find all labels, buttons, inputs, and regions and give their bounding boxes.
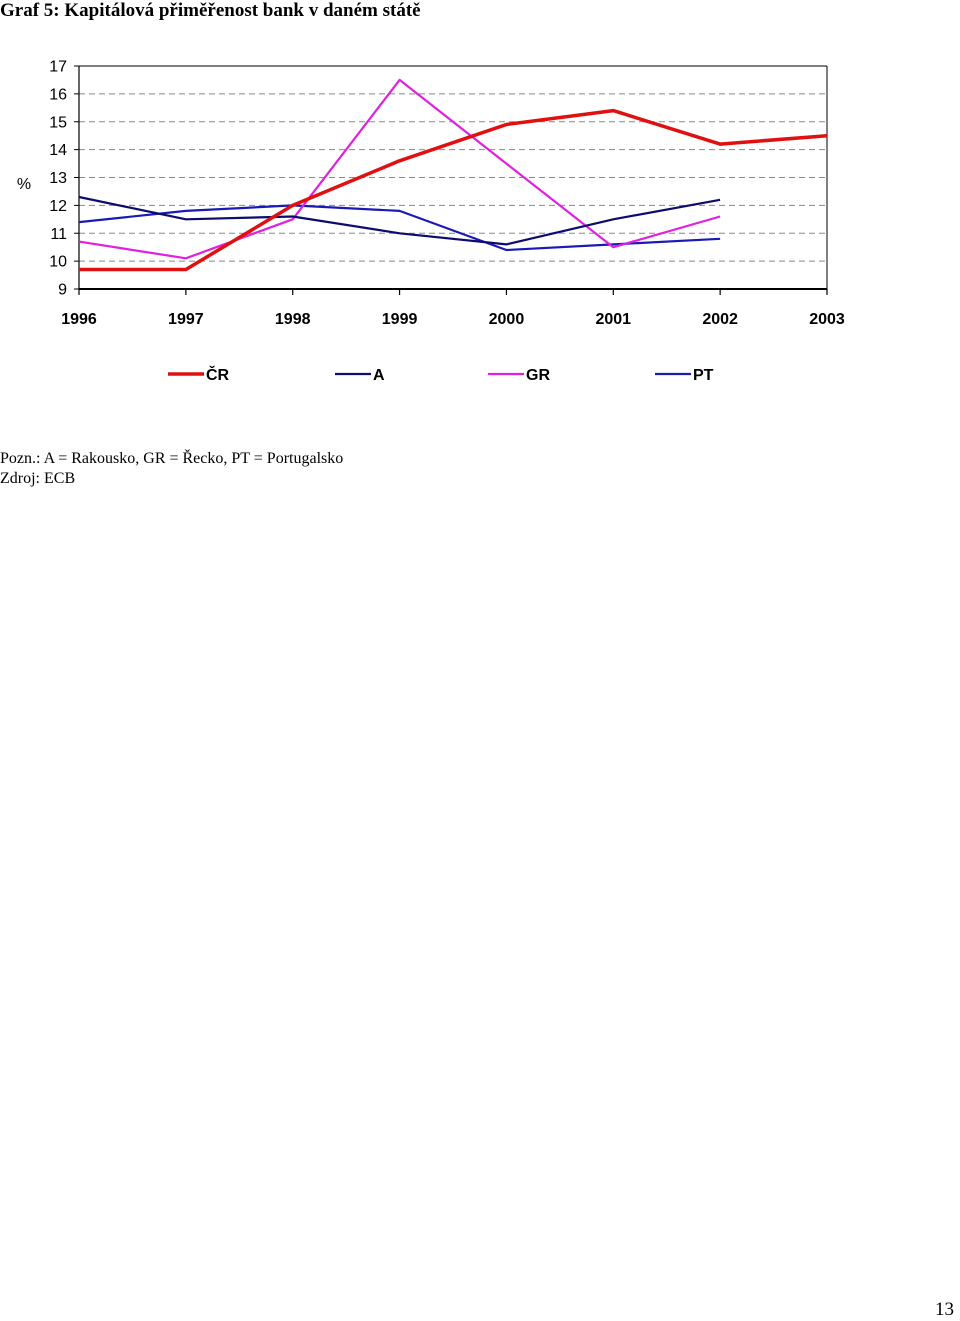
x-tick-label: 2003 [809, 311, 845, 328]
y-tick-labels: 9 10 11 12 13 14 15 16 17 [49, 59, 67, 299]
series-line-4 [78, 204, 721, 252]
y-tick-label: 15 [49, 114, 67, 131]
page-number: 13 [935, 1299, 954, 1320]
x-tick-label: 2002 [702, 311, 738, 328]
x-tick-label: 1998 [275, 311, 311, 328]
legend-label: PT [693, 367, 714, 384]
y-tick-label: 17 [49, 59, 67, 76]
chart-title: Graf 5: Kapitálová přiměřenost bank v da… [0, 0, 421, 21]
x-tick-labels: 1996 1997 1998 1999 2000 2001 2002 2003 [61, 311, 845, 328]
x-tick-label: 1999 [382, 311, 418, 328]
series-line-3 [78, 78, 721, 260]
source-note: Zdroj: ECB [0, 470, 76, 487]
legend-label: ČR [206, 365, 230, 384]
legend: ČR A GR PT [168, 365, 714, 384]
gridlines [79, 65, 827, 262]
y-tick-label: 10 [49, 254, 67, 271]
x-tick-label: 1996 [61, 311, 97, 328]
footnote: Pozn.: A = Rakousko, GR = Řecko, PT = Po… [0, 450, 344, 467]
series-line-1 [79, 108, 828, 272]
y-tick-label: 9 [58, 282, 67, 299]
y-tick-label: 12 [49, 198, 67, 215]
axes [74, 65, 828, 295]
y-tick-label: 11 [50, 226, 67, 243]
legend-label: GR [526, 367, 550, 384]
series-lines [78, 78, 828, 272]
y-tick-label: 14 [49, 142, 67, 159]
y-axis-label: % [17, 176, 31, 193]
capital-adequacy-chart: 9 10 11 12 13 14 15 16 17 1996 1997 1998 1999 2000 20… [17, 59, 845, 385]
y-tick-label: 13 [49, 170, 67, 187]
x-tick-label: 2000 [489, 311, 525, 328]
x-tick-label: 2001 [595, 311, 631, 328]
x-tick-label: 1997 [168, 311, 204, 328]
series-line-2 [78, 195, 721, 246]
legend-label: A [373, 367, 385, 384]
y-tick-label: 16 [49, 86, 67, 103]
